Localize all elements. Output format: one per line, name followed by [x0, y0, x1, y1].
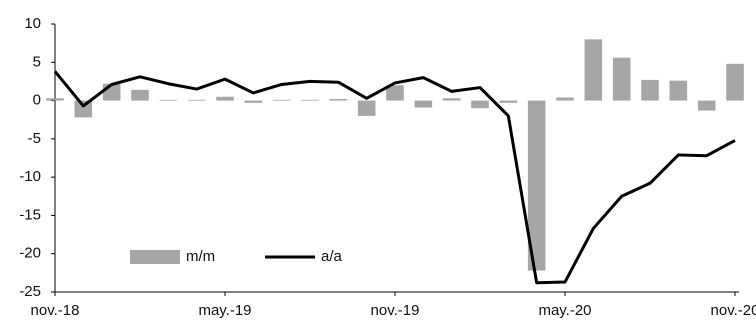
legend-label: m/m — [186, 248, 215, 265]
bar — [357, 100, 376, 116]
y-tick-label: -20 — [19, 245, 41, 262]
bar — [46, 98, 64, 101]
y-tick-label: 5 — [33, 53, 41, 70]
bar — [499, 100, 518, 103]
legend-swatch — [130, 250, 180, 264]
bar — [584, 39, 603, 101]
bar — [187, 99, 206, 101]
bar — [131, 89, 149, 101]
bar — [669, 80, 688, 101]
bar — [272, 99, 291, 101]
bar — [612, 57, 631, 101]
bar — [442, 98, 461, 101]
x-tick-label: may.-19 — [198, 302, 251, 319]
x-tick-label: may.-20 — [538, 302, 591, 319]
y-tick-label: -5 — [28, 130, 41, 147]
x-tick-label: nov.-19 — [371, 302, 420, 319]
legend-label: a/a — [321, 248, 343, 265]
bar — [386, 85, 404, 101]
bar — [159, 99, 178, 101]
bar — [414, 100, 433, 108]
bar — [244, 100, 263, 103]
y-tick-label: 0 — [33, 92, 41, 109]
y-tick-label: 10 — [24, 15, 41, 32]
bar — [527, 100, 546, 271]
bar — [641, 79, 659, 101]
x-tick-label: nov.-18 — [31, 302, 80, 319]
y-tick-label: -15 — [19, 206, 41, 223]
bar — [726, 63, 744, 101]
bar — [697, 100, 716, 111]
line — [53, 70, 736, 285]
y-tick-label: -10 — [19, 168, 41, 185]
bar — [329, 99, 348, 101]
bar — [216, 96, 234, 101]
x-tick-label: nov.-20 — [711, 302, 756, 319]
bar — [556, 97, 574, 101]
bar — [74, 100, 93, 118]
bar — [301, 99, 319, 101]
y-tick-label: -25 — [19, 283, 41, 300]
bar — [471, 100, 489, 109]
